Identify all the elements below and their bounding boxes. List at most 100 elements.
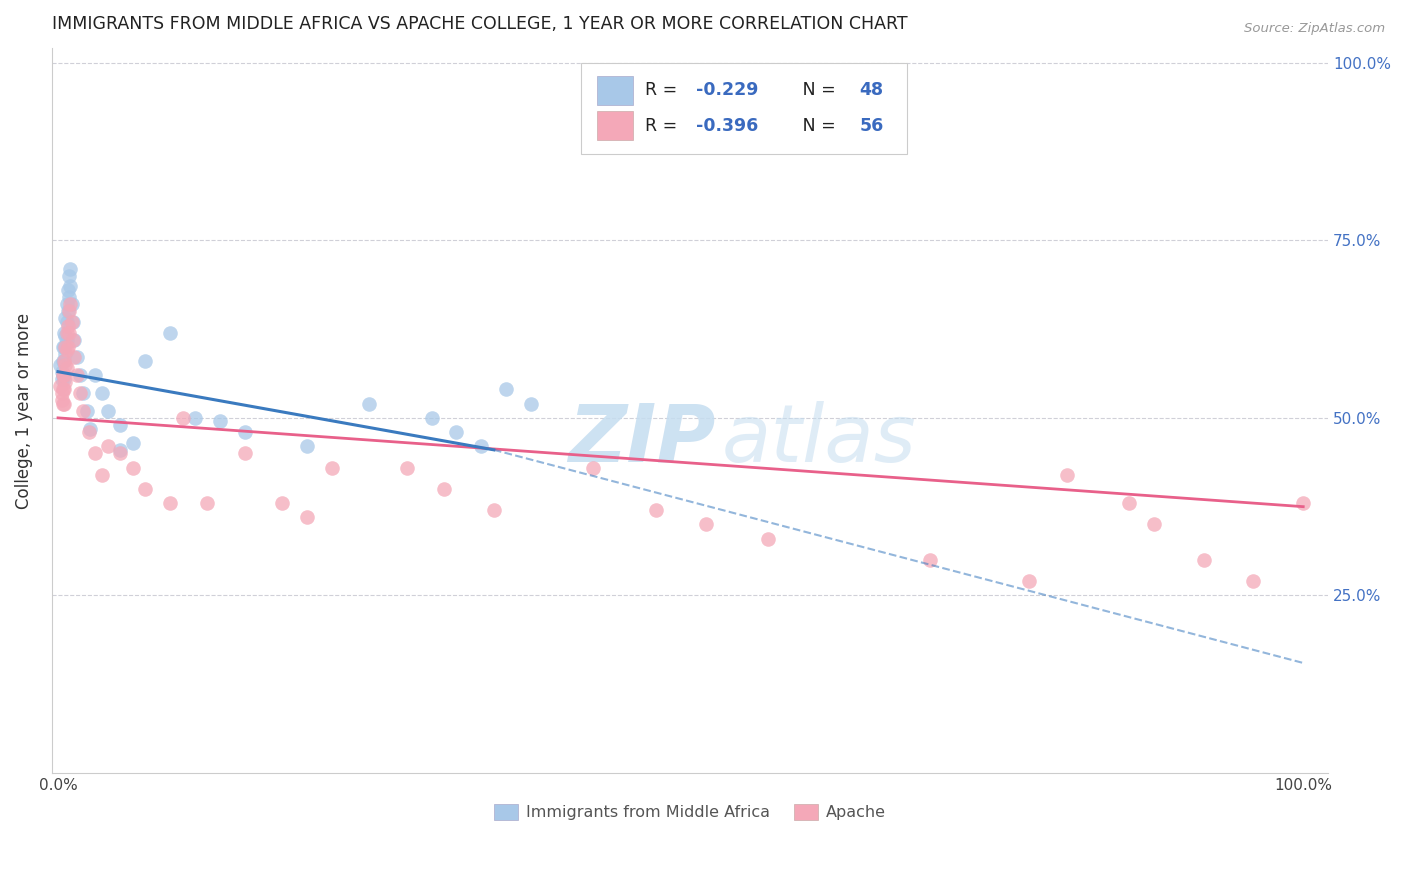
Point [84,368,107,383]
Point [58,304,80,318]
Point [60,315,83,329]
Point [62,315,84,329]
Point [51,393,73,408]
FancyBboxPatch shape [596,76,633,105]
Text: ZIP: ZIP [568,401,716,479]
FancyBboxPatch shape [596,112,633,140]
Point [66,368,89,383]
FancyBboxPatch shape [582,63,907,153]
Point [63,351,86,365]
Point [62,333,84,347]
Point [52,368,75,383]
Point [159,496,181,510]
Point [470,439,492,453]
Point [918,553,941,567]
Point [495,383,517,397]
Text: Source: ZipAtlas.com: Source: ZipAtlas.com [1244,22,1385,36]
Point [52,354,75,368]
Point [110,417,132,432]
Point [58,290,80,304]
Point [59,261,82,276]
Point [56,283,79,297]
Point [1292,496,1315,510]
Point [53,326,76,340]
Point [110,446,132,460]
Point [520,397,543,411]
Point [121,460,143,475]
Point [59,297,82,311]
Point [53,354,76,368]
Point [72,386,94,401]
Point [321,460,343,475]
Point [271,496,294,510]
Point [55,315,77,329]
Point [446,425,468,439]
Point [110,442,132,457]
Point [233,425,256,439]
Point [121,435,143,450]
Point [582,460,605,475]
Point [55,311,77,326]
Text: -0.229: -0.229 [696,81,759,100]
Point [53,340,76,354]
Point [482,503,505,517]
Point [208,414,231,428]
Point [69,386,91,401]
Point [395,460,418,475]
Text: -0.396: -0.396 [696,117,759,135]
Point [1118,496,1140,510]
Point [295,439,318,453]
Text: R =: R = [645,117,683,135]
Text: R =: R = [645,81,683,100]
Point [134,354,156,368]
Point [53,383,76,397]
Point [90,467,112,482]
Point [66,351,89,365]
Point [51,386,73,401]
Point [55,333,77,347]
Point [51,365,73,379]
Point [1143,517,1166,532]
Point [53,354,76,368]
Point [184,410,207,425]
Point [90,386,112,401]
Point [58,326,80,340]
Point [69,368,91,383]
Point [433,482,456,496]
Point [53,372,76,386]
Point [756,532,779,546]
Point [56,340,79,354]
Point [49,358,72,372]
Point [1056,467,1078,482]
Point [295,510,318,524]
Point [52,368,75,383]
Point [55,358,77,372]
Point [56,304,79,318]
Point [55,326,77,340]
Text: N =: N = [786,117,841,135]
Point [63,333,86,347]
Point [55,376,77,390]
Point [172,410,194,425]
Text: 48: 48 [859,81,884,100]
Point [55,343,77,358]
Point [53,368,76,383]
Text: IMMIGRANTS FROM MIDDLE AFRICA VS APACHE COLLEGE, 1 YEAR OR MORE CORRELATION CHAR: IMMIGRANTS FROM MIDDLE AFRICA VS APACHE … [52,15,907,33]
Point [420,410,443,425]
Point [56,318,79,333]
Point [233,446,256,460]
Point [197,496,219,510]
Point [644,503,666,517]
Text: 56: 56 [859,117,884,135]
Point [55,340,77,354]
Point [52,397,75,411]
Point [52,340,75,354]
Point [60,297,83,311]
Y-axis label: College, 1 year or more: College, 1 year or more [15,313,32,508]
Point [84,446,107,460]
Point [134,482,156,496]
Point [59,279,82,293]
Point [52,383,75,397]
Point [76,403,98,417]
Text: N =: N = [786,81,841,100]
